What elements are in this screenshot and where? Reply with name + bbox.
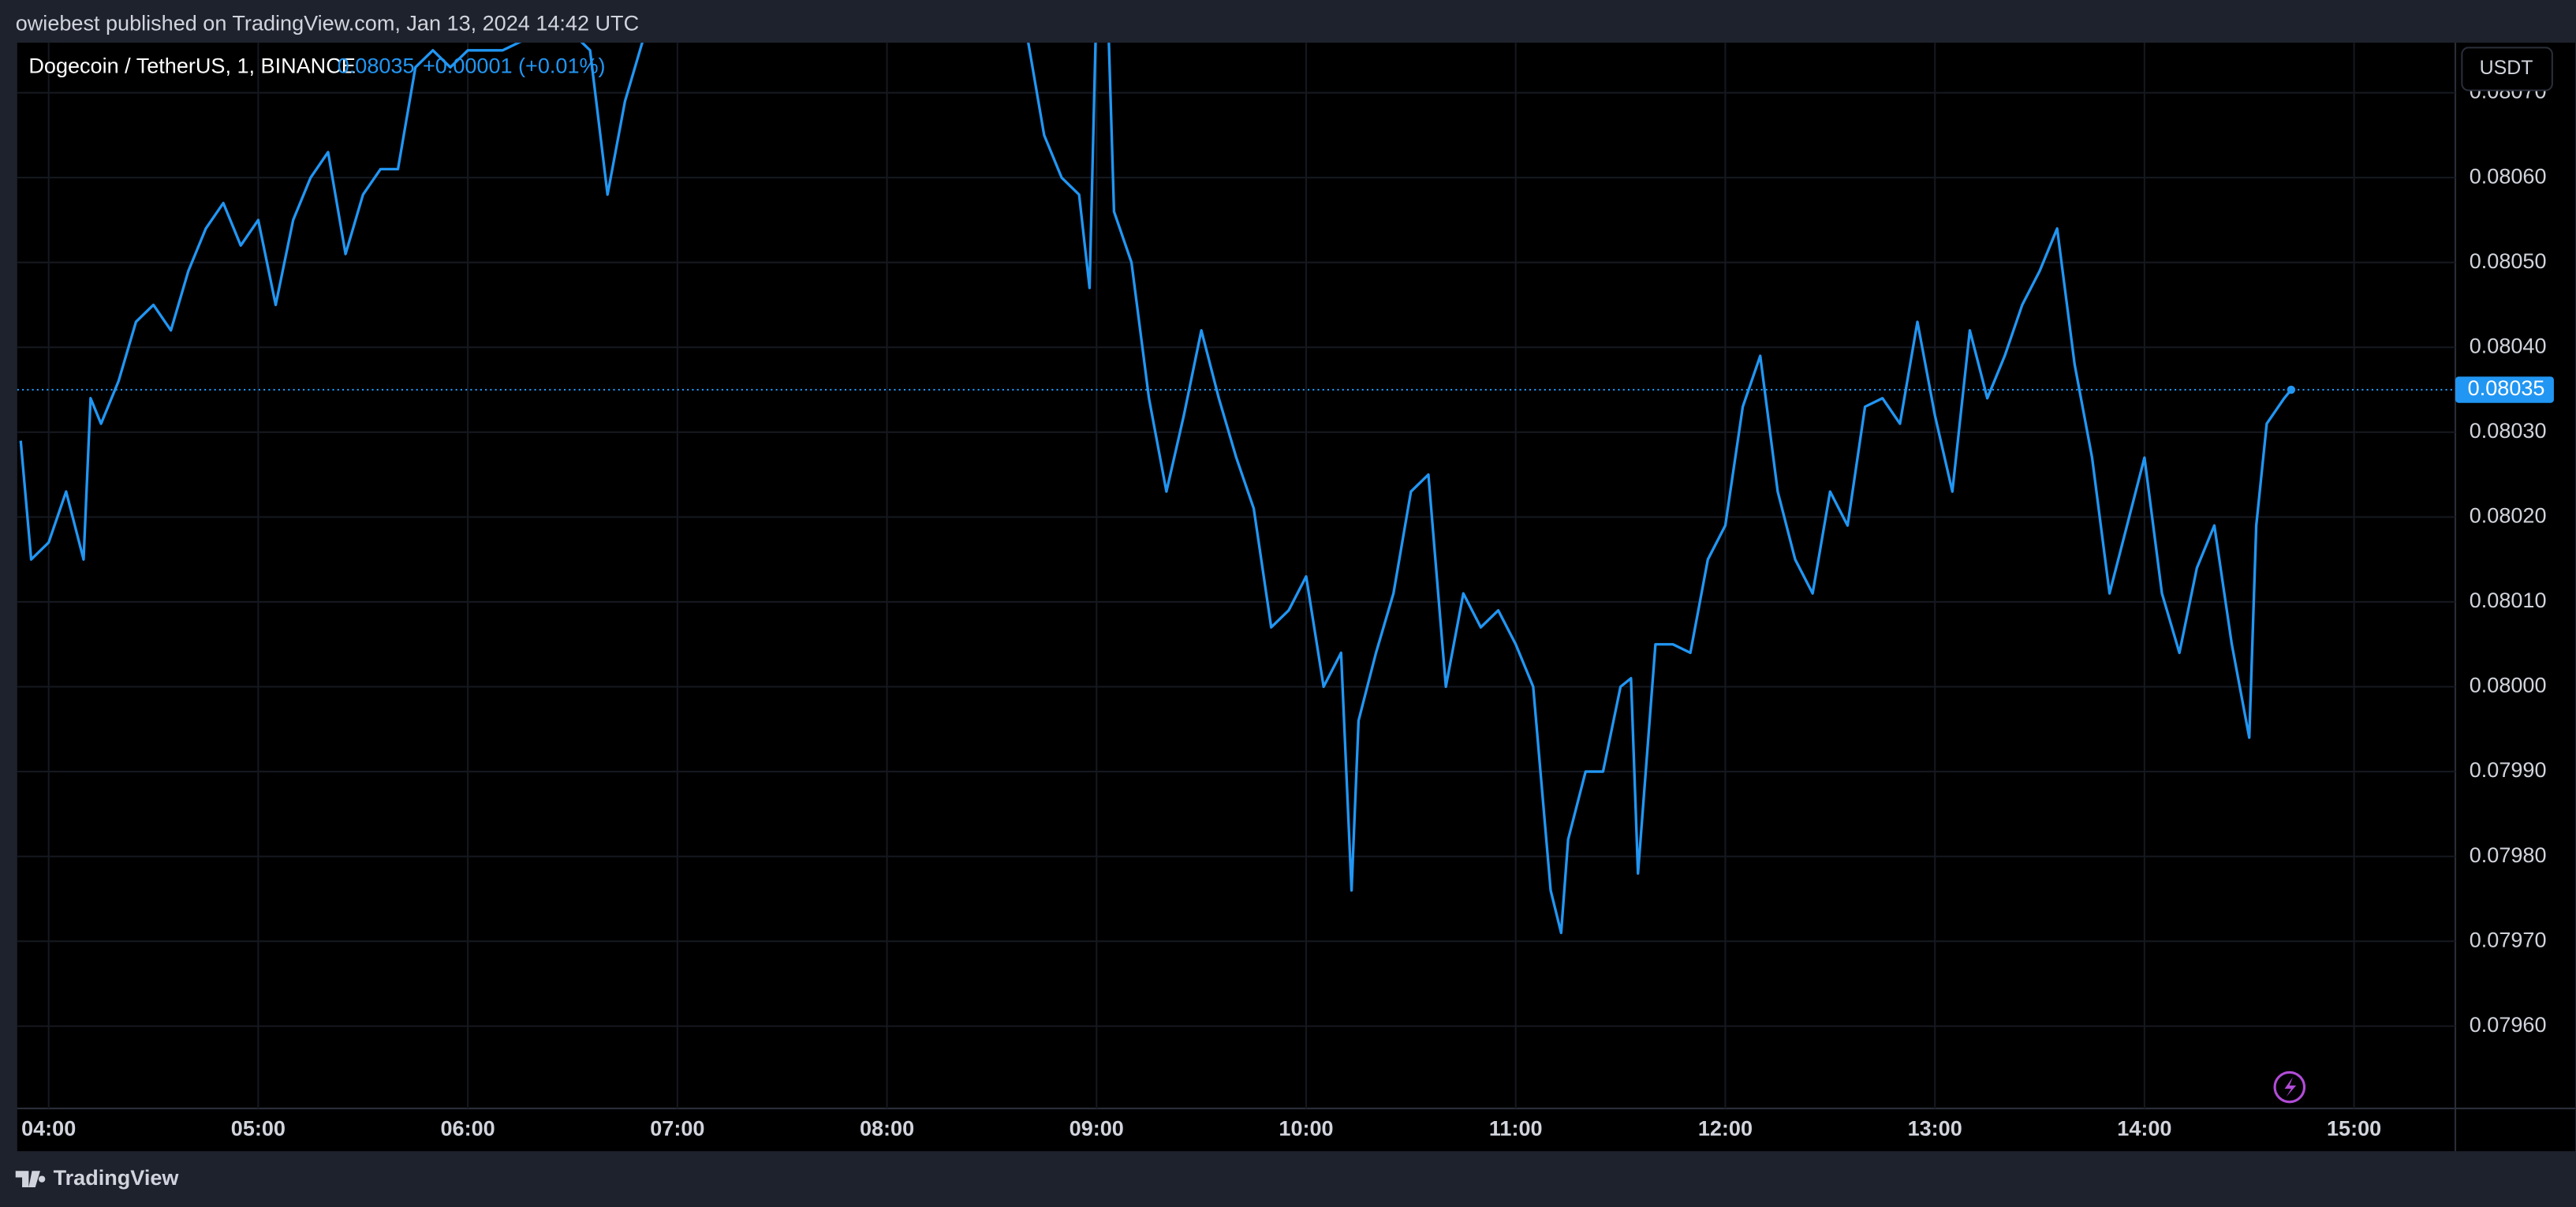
y-tick-label: 0.07990 bbox=[2470, 758, 2547, 782]
x-tick-label: 09:00 bbox=[1070, 1116, 1124, 1140]
price-line bbox=[1027, 43, 2293, 935]
y-tick-label: 0.07980 bbox=[2470, 843, 2547, 867]
price-badge bbox=[2455, 376, 2554, 403]
x-tick-label: 06:00 bbox=[441, 1116, 495, 1140]
y-tick-label: 0.08010 bbox=[2470, 589, 2547, 612]
x-tick-label: 14:00 bbox=[2117, 1116, 2171, 1140]
last-price: 0.08035 bbox=[338, 54, 415, 77]
axes: 0.07960 0.07970 0.07980 0.07990 0.08000 0.080… bbox=[21, 80, 2554, 1140]
currency-label[interactable]: USDT bbox=[2480, 57, 2533, 79]
x-tick-label: 10:00 bbox=[1279, 1116, 1333, 1140]
x-tick-label: 11:00 bbox=[1489, 1116, 1543, 1140]
publisher-note: owiebest published on TradingView.com, J… bbox=[16, 11, 639, 35]
symbol-title: Dogecoin / TetherUS, 1, BINANCE bbox=[28, 54, 355, 77]
y-tick-label: 0.08030 bbox=[2470, 419, 2547, 443]
price-change: +0.00001 (+0.01%) bbox=[423, 54, 606, 77]
y-tick-label: 0.08020 bbox=[2470, 504, 2547, 528]
y-tick-label: 0.08050 bbox=[2470, 249, 2547, 273]
x-tick-label: 08:00 bbox=[860, 1116, 914, 1140]
last-point bbox=[2287, 385, 2296, 394]
x-tick-label: 15:00 bbox=[2327, 1116, 2381, 1140]
x-tick-label: 04:00 bbox=[21, 1116, 76, 1140]
y-tick-label: 0.07970 bbox=[2470, 928, 2547, 951]
price-badge-label: 0.08035 bbox=[2468, 376, 2545, 400]
x-tick-label: 12:00 bbox=[1698, 1116, 1753, 1140]
y-tick-label: 0.07960 bbox=[2470, 1013, 2547, 1037]
x-tick-label: 07:00 bbox=[650, 1116, 704, 1140]
plot bbox=[17, 43, 2456, 935]
currency-button[interactable] bbox=[2461, 47, 2553, 92]
lightning-icon[interactable] bbox=[2273, 1071, 2306, 1104]
x-tick-label: 05:00 bbox=[231, 1116, 286, 1140]
price-line bbox=[19, 43, 644, 561]
y-tick-label: 0.08000 bbox=[2470, 674, 2547, 697]
grid bbox=[17, 43, 2456, 1109]
y-tick-label: 0.08060 bbox=[2470, 164, 2547, 188]
x-tick-label: 13:00 bbox=[1908, 1116, 1962, 1140]
y-tick-label: 0.08040 bbox=[2470, 334, 2547, 357]
brand-name: TradingView bbox=[54, 1166, 180, 1190]
brand-logo bbox=[15, 1171, 46, 1188]
